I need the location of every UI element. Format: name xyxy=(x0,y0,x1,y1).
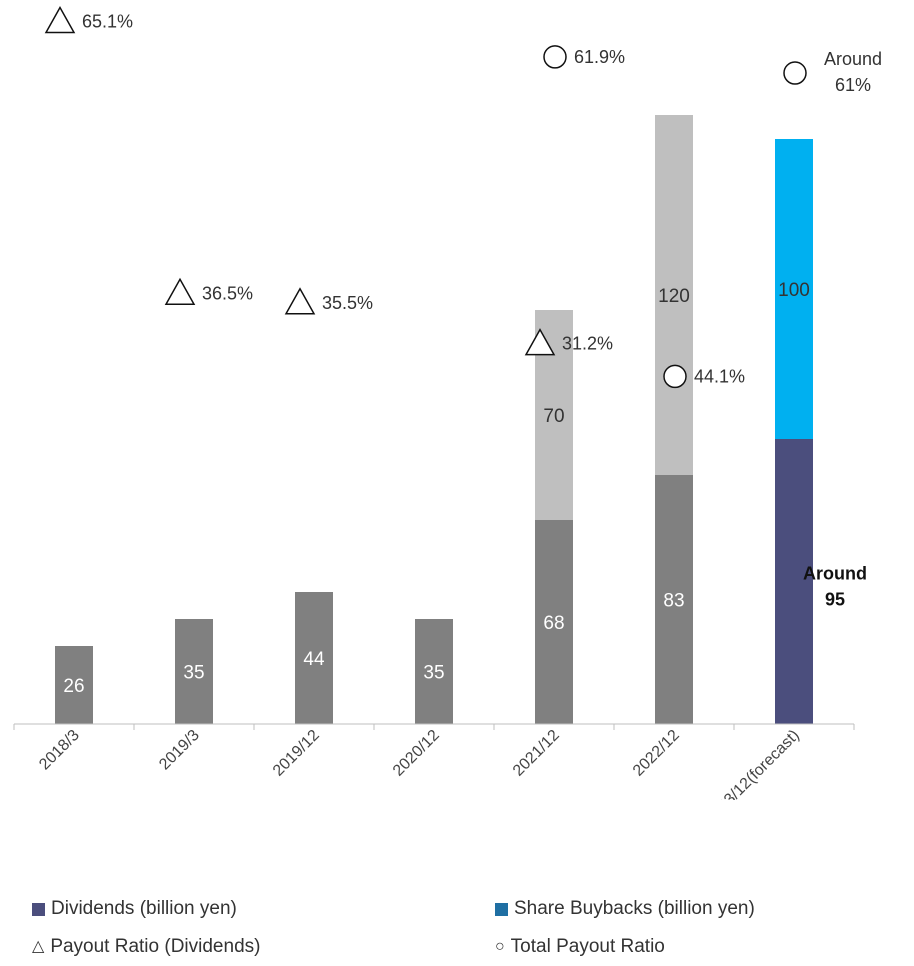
legend-swatch-share-buybacks xyxy=(495,902,508,916)
legend-item-payout-ratio: △ Payout Ratio (Dividends) xyxy=(32,936,260,958)
x-tick-label-2019-3: 2019/3 xyxy=(156,727,203,774)
bar-dividends-2021-12 xyxy=(535,520,573,724)
payout-ratio-marker-2019-12 xyxy=(284,287,316,315)
triangle-icon: △ xyxy=(32,938,45,955)
total-payout-ratio-label-2023-12-forecast-1: Around xyxy=(824,49,882,69)
legend-label-total-payout-ratio: Total Payout Ratio xyxy=(510,936,665,957)
legend-item-share-buybacks: Share Buybacks (billion yen) xyxy=(495,898,755,920)
x-tick-label-2022-12: 2022/12 xyxy=(630,727,683,780)
bar-dividends-2019-12 xyxy=(295,592,333,724)
bar-buybacks-2022-12 xyxy=(655,115,693,475)
legend-label-dividends: Dividends (billion yen) xyxy=(51,898,237,919)
x-tick-label-2021-12: 2021/12 xyxy=(510,727,563,780)
ratio-markers-group: 65.1% 36.5% 35.5% 31.2% 61.9% 44.1% Around 61% xyxy=(44,6,882,389)
payout-ratio-marker-2019-3 xyxy=(164,277,196,305)
total-payout-ratio-label-2023-12-forecast-2: 61% xyxy=(835,75,871,95)
legend-item-total-payout-ratio: ○ Total Payout Ratio xyxy=(495,936,665,958)
payout-ratio-label-2021-12: 31.2% xyxy=(562,334,613,354)
data-label-dividends-2019-3: 35 xyxy=(183,663,204,684)
total-payout-ratio-marker-2023-12-forecast xyxy=(783,61,807,85)
data-label-dividends-2023-12-forecast-2: 95 xyxy=(825,590,845,610)
payout-ratio-label-2019-12: 35.5% xyxy=(322,293,373,313)
bar-buybacks-2023-12-forecast xyxy=(775,139,813,439)
payout-ratio-label-2019-3: 36.5% xyxy=(202,283,253,303)
payout-ratio-marker-2018-3 xyxy=(44,6,76,34)
x-axis: 2018/3 2019/3 2019/12 2020/12 2021/12 2022/12… xyxy=(13,723,855,800)
bars-group: 26 35 44 35 70 68 120 83 100 Around 95 xyxy=(55,115,867,724)
bar-dividends-2018-3 xyxy=(55,646,93,724)
data-label-buybacks-2023-12-forecast: 100 xyxy=(778,280,810,301)
data-label-dividends-2022-12: 83 xyxy=(663,591,684,612)
legend-label-payout-ratio: Payout Ratio (Dividends) xyxy=(50,936,261,957)
chart: 26 35 44 35 70 68 120 83 100 Around 95 2018/3 2019/… xyxy=(13,6,882,800)
legend-item-dividends: Dividends (billion yen) xyxy=(32,898,237,920)
payout-ratio-marker-2021-12 xyxy=(524,328,556,356)
legend-label-share-buybacks: Share Buybacks (billion yen) xyxy=(514,898,755,919)
data-label-dividends-2019-12: 44 xyxy=(303,649,325,670)
total-payout-ratio-label-2022-12: 44.1% xyxy=(694,366,745,386)
x-tick-label-2020-12: 2020/12 xyxy=(390,727,443,780)
x-tick-label-2018-3: 2018/3 xyxy=(36,727,83,774)
x-tick-label-2019-12: 2019/12 xyxy=(270,727,323,780)
bar-dividends-2022-12 xyxy=(655,475,693,724)
x-tick-label-2023-12-forecast: 2023/12(forecast) xyxy=(702,727,803,800)
circle-icon: ○ xyxy=(495,938,505,955)
bar-dividends-2023-12-forecast xyxy=(775,439,813,724)
bar-dividends-2019-3 xyxy=(175,619,213,724)
total-payout-ratio-marker-2022-12 xyxy=(663,364,687,389)
legend-swatch-dividends xyxy=(32,902,45,916)
data-label-dividends-2020-12: 35 xyxy=(423,663,444,684)
data-label-buybacks-2021-12: 70 xyxy=(543,406,564,427)
total-payout-ratio-label-2021-12: 61.9% xyxy=(574,47,625,67)
data-label-dividends-2018-3: 26 xyxy=(63,676,84,697)
data-label-dividends-2023-12-forecast-1: Around xyxy=(803,564,867,584)
data-label-buybacks-2022-12: 120 xyxy=(658,286,690,307)
total-payout-ratio-marker-2021-12 xyxy=(543,45,567,69)
data-label-dividends-2021-12: 68 xyxy=(543,613,564,634)
bar-dividends-2020-12 xyxy=(415,619,453,724)
payout-ratio-label-2018-3: 65.1% xyxy=(82,12,133,32)
